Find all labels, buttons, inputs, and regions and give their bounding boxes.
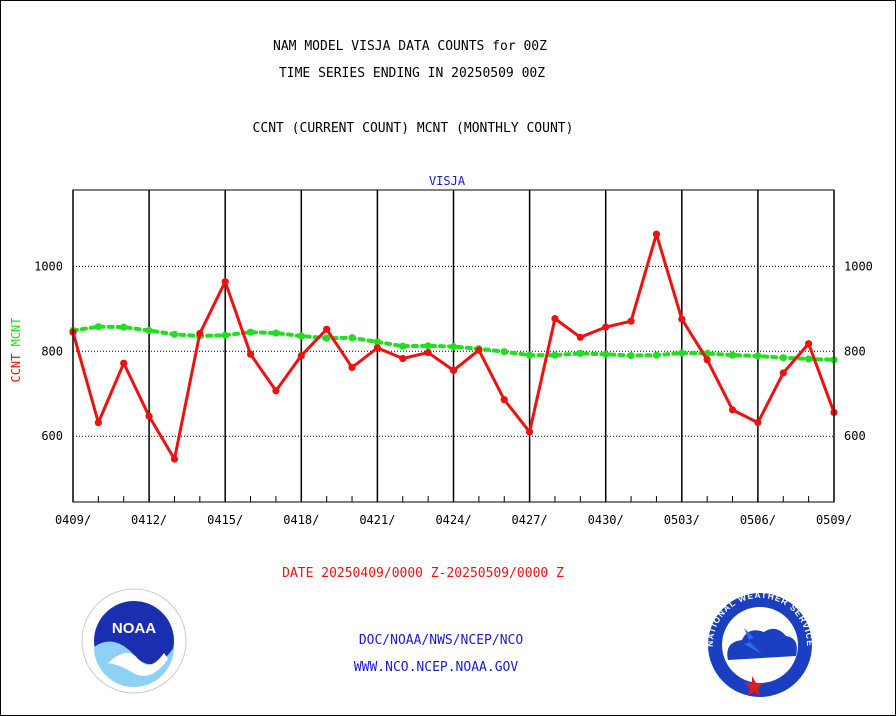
- chart-title-line2: TIME SERIES ENDING IN 20250509 00Z: [278, 66, 546, 81]
- data-point-ccnt: [754, 419, 762, 427]
- data-point-mcnt: [272, 329, 280, 337]
- data-point-mcnt: [576, 349, 584, 358]
- data-point-ccnt: [297, 351, 305, 360]
- x-tick-label: 0418/: [283, 513, 319, 527]
- y-tick-label-left: 800: [41, 344, 63, 358]
- data-point-ccnt: [145, 412, 153, 420]
- data-point-mcnt: [373, 338, 381, 346]
- x-tick-label: 0409/: [55, 513, 91, 527]
- data-point-mcnt: [221, 331, 229, 339]
- data-point-ccnt: [678, 315, 686, 323]
- data-point-ccnt: [399, 354, 407, 363]
- data-point-ccnt: [551, 315, 559, 323]
- y-tick-label-right: 600: [844, 429, 866, 443]
- ylabel-ccnt: CCNT: [9, 346, 23, 382]
- data-point-ccnt: [703, 356, 711, 364]
- data-point-ccnt: [221, 278, 229, 286]
- data-point-mcnt: [551, 351, 559, 359]
- data-point-mcnt: [348, 334, 356, 342]
- data-point-mcnt: [94, 323, 102, 331]
- data-point-ccnt: [805, 340, 813, 348]
- data-point-ccnt: [94, 419, 102, 427]
- x-tick-label: 0430/: [588, 513, 624, 527]
- data-point-mcnt: [652, 351, 661, 359]
- data-point-ccnt: [424, 348, 432, 357]
- data-point-ccnt: [526, 428, 534, 436]
- data-point-ccnt: [272, 387, 280, 395]
- ylabel-mcnt: MCNT: [9, 317, 23, 346]
- x-tick-label: 0415/: [207, 513, 243, 527]
- data-point-ccnt: [348, 363, 356, 372]
- y-tick-label-right: 1000: [844, 259, 873, 273]
- chart-subtitle: CCNT (CURRENT COUNT) MCNT (MONTHLY COUNT…: [252, 121, 574, 136]
- data-point-ccnt: [500, 396, 508, 404]
- data-point-mcnt: [500, 348, 508, 356]
- data-point-ccnt: [120, 359, 128, 367]
- data-point-mcnt: [779, 354, 787, 362]
- data-point-ccnt: [602, 323, 610, 331]
- data-point-ccnt: [779, 369, 787, 377]
- data-point-ccnt: [323, 325, 331, 333]
- x-tick-label: 0503/: [664, 513, 700, 527]
- plot-title: VISJA: [429, 174, 466, 188]
- x-tick-label: 0509/: [816, 513, 852, 527]
- y-tick-label-right: 800: [844, 344, 866, 358]
- data-point-mcnt: [170, 330, 179, 338]
- data-point-ccnt: [652, 230, 661, 238]
- x-tick-label: 0421/: [359, 513, 395, 527]
- x-tick-label: 0506/: [740, 513, 776, 527]
- data-point-mcnt: [805, 355, 813, 363]
- x-tick-label: 0412/: [131, 513, 167, 527]
- x-tick-label: 0427/: [512, 513, 548, 527]
- data-point-mcnt: [323, 334, 331, 342]
- data-point-ccnt: [475, 346, 483, 354]
- x-tick-label: 0424/: [435, 513, 471, 527]
- data-point-mcnt: [120, 323, 128, 331]
- data-point-mcnt: [754, 352, 762, 360]
- chart-title-line1: NAM MODEL VISJA DATA COUNTS for 00Z: [273, 39, 547, 54]
- data-point-mcnt: [246, 328, 255, 336]
- org-line: DOC/NOAA/NWS/NCEP/NCO: [358, 633, 524, 648]
- y-tick-label-left: 1000: [34, 259, 63, 273]
- data-point-ccnt: [373, 344, 381, 352]
- data-point-ccnt: [246, 350, 255, 358]
- series-ccnt: [69, 230, 838, 463]
- website-link[interactable]: WWW.NCO.NCEP.NOAA.GOV: [353, 660, 519, 675]
- y-tick-label-left: 600: [41, 429, 63, 443]
- y-axis-label-text: CCNT MCNT: [9, 317, 23, 382]
- data-point-ccnt: [449, 366, 458, 375]
- data-point-ccnt: [576, 333, 584, 341]
- y-axis-label: CCNT MCNT: [9, 317, 23, 382]
- axis-ticks: 0409/0412/0415/0418/0421/0424/0427/0430/…: [34, 259, 873, 527]
- data-point-mcnt: [627, 351, 635, 360]
- data-point-mcnt: [728, 351, 737, 359]
- data-point-mcnt: [424, 342, 432, 350]
- data-point-mcnt: [145, 326, 153, 335]
- data-point-mcnt: [678, 349, 686, 357]
- data-point-ccnt: [728, 406, 737, 414]
- data-point-mcnt: [399, 342, 407, 350]
- data-point-ccnt: [170, 455, 179, 463]
- data-point-ccnt: [196, 329, 204, 338]
- data-point-mcnt: [297, 332, 305, 340]
- data-point-ccnt: [627, 317, 635, 325]
- data-point-mcnt: [526, 351, 534, 359]
- date-range-label: DATE 20250409/0000 Z-20250509/0000 Z: [282, 566, 564, 581]
- data-point-mcnt: [449, 343, 458, 351]
- data-point-mcnt: [602, 350, 610, 358]
